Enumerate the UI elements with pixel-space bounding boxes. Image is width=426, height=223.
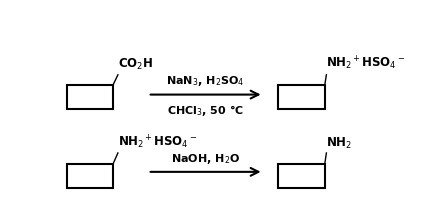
Text: CHCl$_3$, 50 °C: CHCl$_3$, 50 °C [167, 103, 244, 118]
Bar [278, 164, 324, 188]
Text: NH$_2$$^+$HSO$_4$$^-$: NH$_2$$^+$HSO$_4$$^-$ [118, 134, 197, 151]
Bar [278, 85, 324, 109]
Text: NaOH, H$_2$O: NaOH, H$_2$O [170, 152, 240, 166]
Bar [66, 85, 112, 109]
Bar [66, 164, 112, 188]
Text: NH$_2$: NH$_2$ [325, 136, 351, 151]
Text: NH$_2$$^+$HSO$_4$$^-$: NH$_2$$^+$HSO$_4$$^-$ [325, 55, 405, 72]
Text: CO$_2$H: CO$_2$H [118, 57, 153, 72]
Text: NaN$_3$, H$_2$SO$_4$: NaN$_3$, H$_2$SO$_4$ [166, 74, 244, 88]
